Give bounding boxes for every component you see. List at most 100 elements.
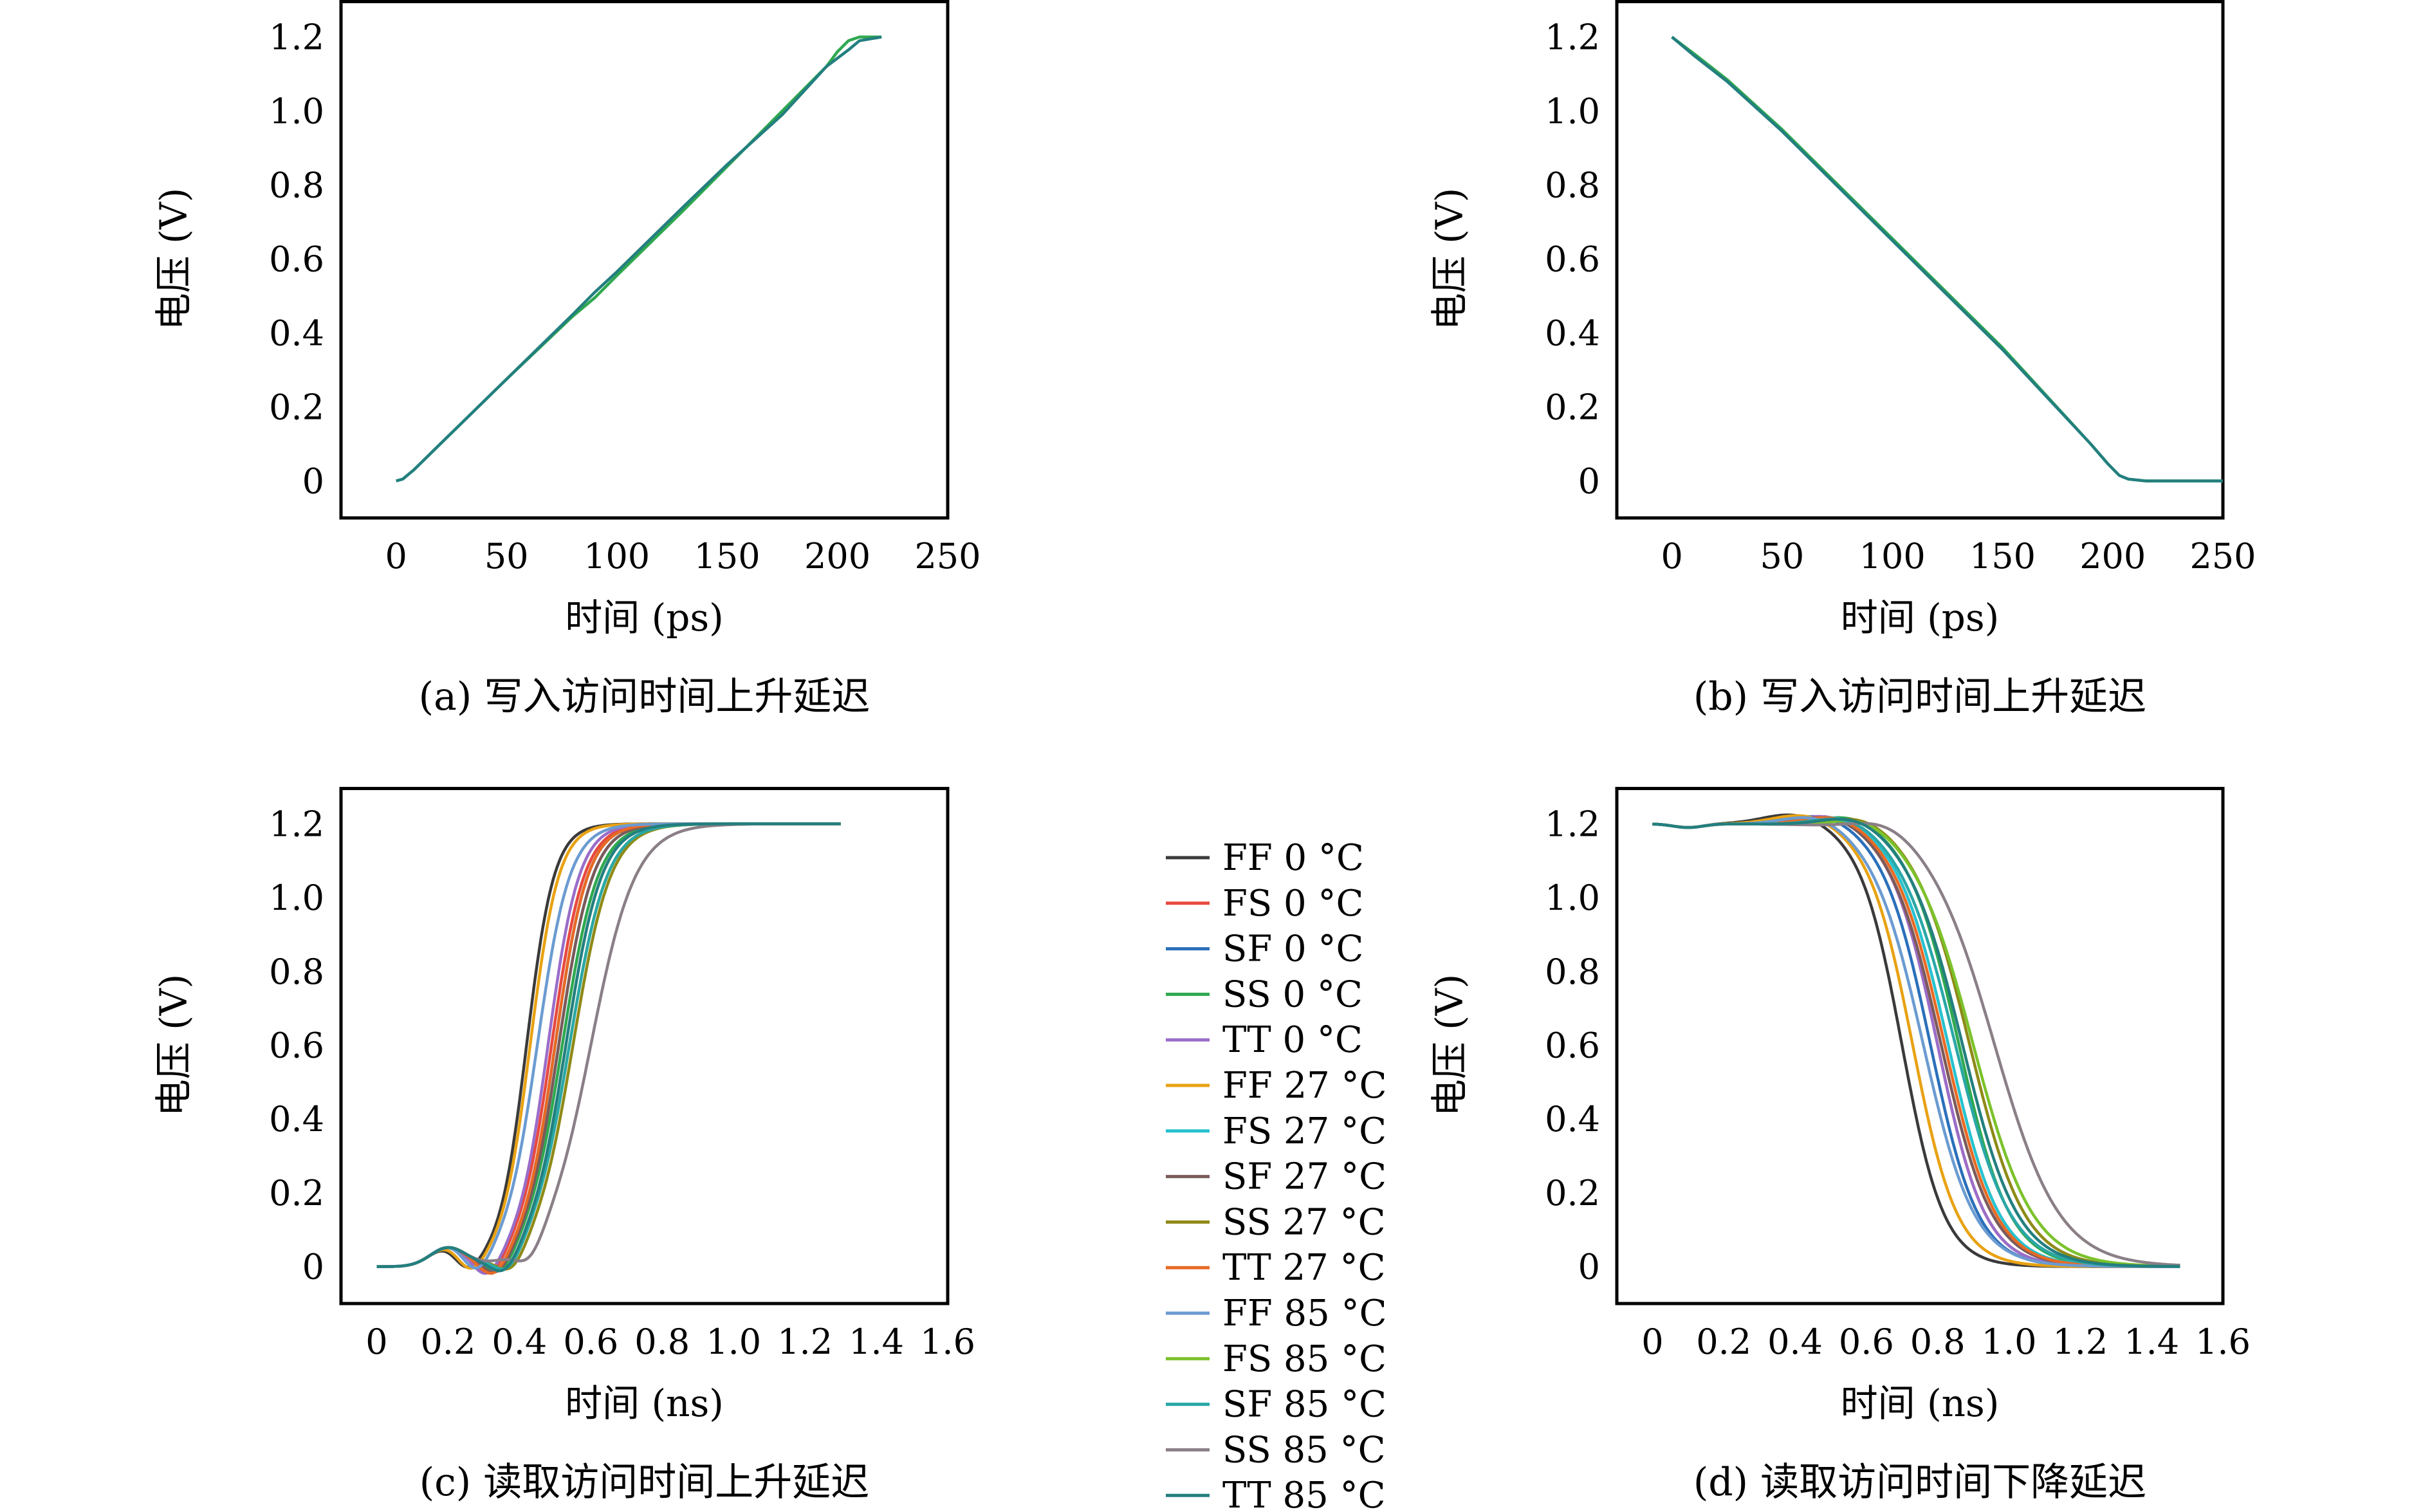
y-tick-label: 0.4 (269, 313, 324, 354)
legend-label: SF 27 °C (1222, 1156, 1386, 1198)
series-line (1671, 35, 2223, 483)
y-tick-label: 0 (302, 1247, 324, 1287)
panel-d: 0 0.2 0.4 0.6 0.8 1.0 1.2 1.4 1.6 0 0.2 0.4 0.6 0.8 1.… (1428, 787, 2251, 1505)
x-tick-label: 1.2 (777, 1322, 833, 1362)
series-line (1652, 816, 2180, 1268)
y-tick-label: 0.8 (269, 952, 324, 992)
y-axis-title: 电压 (V) (1428, 974, 1471, 1117)
y-tick-label: 0.4 (1545, 1099, 1600, 1139)
legend-item: FS 85 °C (1166, 1338, 1386, 1380)
x-axis-title: 时间 (ns) (1841, 1381, 2000, 1425)
x-tick-label: 250 (2189, 536, 2256, 576)
series-line (1652, 816, 2180, 1268)
y-tick-label: 0 (1578, 1247, 1600, 1287)
y-axis-title: 电压 (V) (1428, 188, 1471, 331)
legend: FF 0 °CFS 0 °CSF 0 °CSS 0 °CTT 0 °CFF 27… (1166, 837, 1386, 1512)
x-tick-label: 0.4 (1767, 1322, 1823, 1362)
legend-label: SF 0 °C (1222, 928, 1363, 970)
x-tick-label: 1.0 (1982, 1322, 2037, 1362)
y-tick-label: 0.2 (269, 1173, 324, 1213)
x-tick-label: 200 (2079, 536, 2146, 576)
series-line (1652, 814, 2180, 1268)
y-axis-title: 电压 (V) (152, 974, 196, 1117)
series-line (376, 822, 841, 1271)
legend-item: TT 27 °C (1166, 1247, 1385, 1289)
x-tick-label: 0.4 (492, 1322, 547, 1362)
x-tick-label: 50 (484, 536, 529, 576)
legend-item: SS 85 °C (1166, 1429, 1385, 1471)
x-tick-label: 250 (914, 536, 981, 576)
legend-label: FS 27 °C (1222, 1111, 1386, 1152)
y-tick-label: 0.6 (1545, 239, 1600, 280)
series-line (376, 822, 841, 1273)
legend-item: FS 0 °C (1166, 883, 1363, 925)
series-line (1652, 817, 2180, 1268)
panel-caption: (b) 写入访问时间上升延迟 (1693, 674, 2146, 719)
legend-item: TT 85 °C (1166, 1475, 1385, 1512)
x-tick-label: 150 (1969, 536, 2036, 576)
plot-frame (1615, 787, 2225, 1305)
x-tick-label: 0.6 (1839, 1322, 1894, 1362)
y-tick-label: 0.2 (269, 387, 324, 428)
panel-caption: (c) 读取访问时间上升延迟 (419, 1460, 870, 1505)
y-tick-label: 0 (1578, 461, 1600, 502)
series-line (1671, 35, 2223, 483)
x-tick-label: 1.0 (706, 1322, 761, 1362)
legend-item: SF 85 °C (1166, 1384, 1386, 1426)
y-tick-label: 0.2 (1545, 387, 1600, 428)
series-line (1652, 819, 2180, 1268)
series-line (1652, 813, 2180, 1268)
series-line (376, 822, 841, 1275)
x-tick-label: 1.2 (2052, 1322, 2108, 1362)
series-line (376, 822, 841, 1270)
x-tick-label: 0 (1641, 1322, 1663, 1362)
y-tick-label: 0.8 (269, 165, 324, 206)
legend-label: TT 85 °C (1222, 1475, 1385, 1512)
y-tick-label: 1.0 (269, 878, 324, 918)
y-tick-label: 0.8 (1545, 165, 1600, 206)
y-tick-label: 1.0 (269, 91, 324, 132)
legend-label: FF 85 °C (1222, 1293, 1386, 1334)
x-tick-label: 100 (584, 536, 650, 576)
x-tick-label: 50 (1760, 536, 1805, 576)
x-tick-label: 0 (1661, 536, 1682, 576)
plot-frame (1615, 0, 2225, 520)
series-line (376, 822, 841, 1274)
y-tick-label: 0.6 (1545, 1026, 1600, 1066)
legend-item: FF 85 °C (1166, 1293, 1386, 1334)
x-tick-label: 1.6 (920, 1322, 975, 1362)
y-tick-label: 0.6 (269, 1026, 324, 1066)
y-tick-label: 1.2 (269, 17, 324, 58)
y-tick-label: 1.2 (1545, 804, 1600, 844)
series-line (376, 822, 841, 1271)
x-tick-label: 0 (365, 1322, 387, 1362)
legend-item: FF 0 °C (1166, 837, 1364, 879)
x-tick-label: 0.6 (563, 1322, 618, 1362)
y-tick-label: 0.2 (1545, 1173, 1600, 1213)
x-axis-title: 时间 (ns) (565, 1381, 724, 1425)
y-tick-label: 1.2 (269, 804, 324, 844)
series-line (1652, 817, 2180, 1268)
series-line (376, 822, 841, 1269)
y-tick-label: 1.0 (1545, 878, 1600, 918)
y-axis-title: 电压 (V) (152, 188, 196, 331)
y-tick-label: 0.6 (269, 239, 324, 280)
x-tick-label: 0.2 (420, 1322, 475, 1362)
x-axis-title: 时间 (ps) (565, 596, 724, 640)
panel-a: 0 50 100 150 200 250 0 0.2 0.4 0.6 0.8 1.0 1.2 时间 (ps… (152, 0, 981, 719)
legend-item: FF 27 °C (1166, 1065, 1386, 1107)
plot-frame (339, 787, 950, 1305)
x-tick-label: 0.8 (634, 1322, 690, 1362)
legend-label: SS 85 °C (1222, 1429, 1385, 1471)
legend-item: SS 0 °C (1166, 973, 1363, 1015)
x-tick-label: 1.4 (849, 1322, 904, 1362)
series-line (376, 822, 841, 1271)
panel-c: 0 0.2 0.4 0.6 0.8 1.0 1.2 1.4 1.6 0 0.2 0.4 0.6 0.8 1.… (152, 787, 975, 1505)
plot-frame (339, 0, 950, 520)
legend-label: TT 27 °C (1222, 1247, 1385, 1289)
legend-item: SF 0 °C (1166, 928, 1363, 970)
legend-item: SS 27 °C (1166, 1201, 1385, 1243)
series-line (376, 822, 841, 1268)
y-tick-label: 1.2 (1545, 17, 1600, 58)
